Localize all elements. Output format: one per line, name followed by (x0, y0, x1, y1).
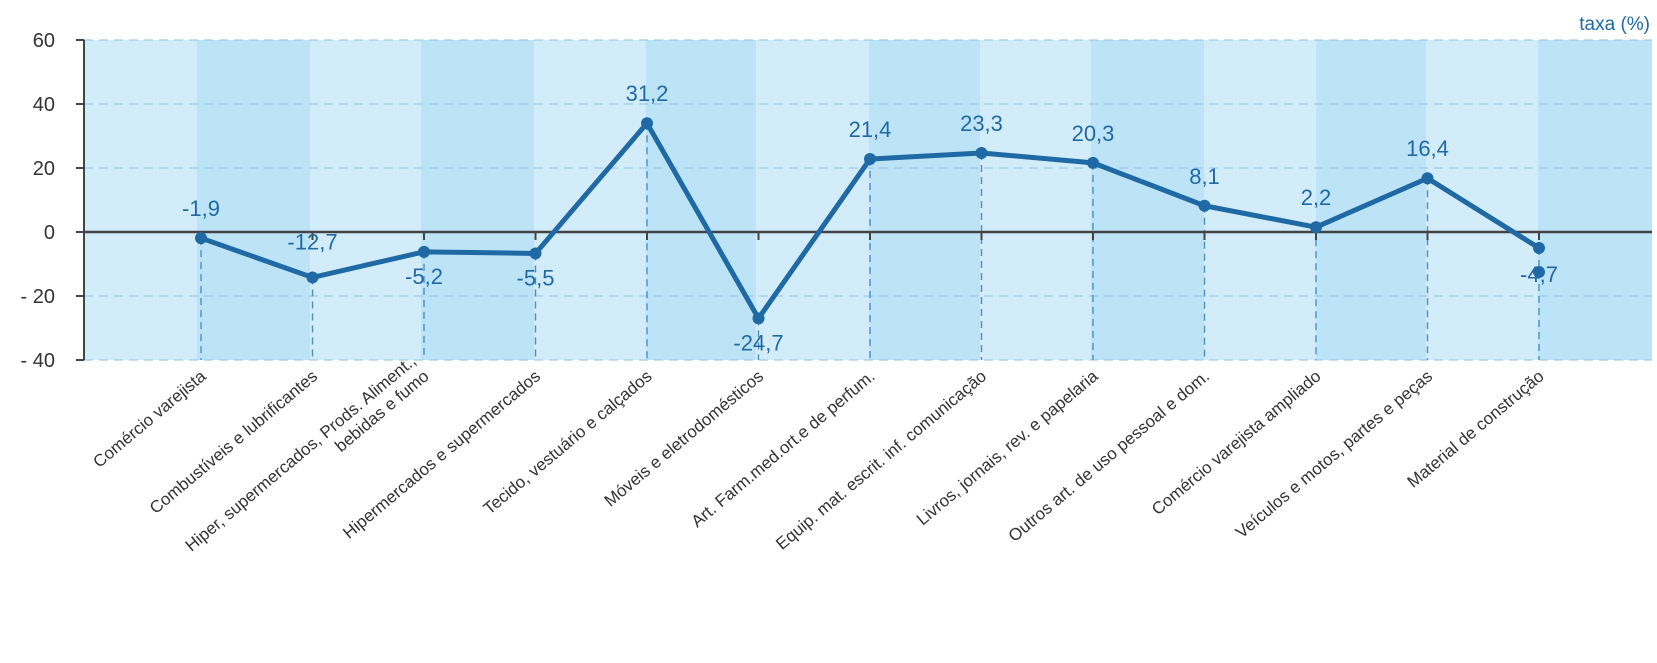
x-tick-label: Outros art. de uso pessoal e dom. (1005, 367, 1213, 546)
data-point (418, 245, 430, 258)
data-label: 16,4 (1406, 136, 1449, 161)
data-label: -12,7 (287, 229, 337, 254)
background-band (310, 40, 421, 360)
data-point (1533, 242, 1545, 254)
background-band (534, 40, 646, 360)
background-band (869, 40, 980, 360)
x-tick-label: Equip. mat. escrit. inf. comunicação (772, 367, 990, 554)
x-tick-label-line: Livros, jornais, rev. e papelaria (913, 366, 1102, 529)
data-label: -24,7 (733, 330, 783, 355)
data-label: -5,5 (517, 265, 555, 290)
data-label: -4,7 (1520, 262, 1558, 287)
data-point (1421, 172, 1434, 185)
data-label: 8,1 (1189, 164, 1220, 189)
background-band (756, 40, 869, 360)
y-tick-label: - 20 (21, 286, 55, 308)
y-tick-label: 20 (33, 158, 55, 180)
background-band (84, 40, 197, 360)
data-point (641, 117, 653, 130)
data-point (529, 247, 542, 260)
y-tick-label: 40 (33, 94, 55, 116)
data-point (195, 232, 207, 245)
background-band (646, 40, 756, 360)
x-tick-label-line: Veículos e motos, partes e peças (1232, 367, 1436, 543)
y-tick-label: 60 (33, 30, 55, 52)
data-label: -1,9 (182, 196, 220, 221)
background-band (421, 40, 534, 360)
gridlines (84, 39, 1652, 361)
background-band (1316, 40, 1426, 360)
x-tick-label-line: Outros art. de uso pessoal e dom. (1005, 367, 1213, 546)
y-tick-label: - 40 (21, 350, 55, 372)
axes (76, 39, 1652, 361)
data-label: 23,3 (960, 111, 1003, 136)
background-bands (84, 40, 1652, 360)
data-label: 31,2 (626, 81, 669, 106)
data-point (306, 271, 319, 284)
x-tick-label: Veículos e motos, partes e peças (1232, 367, 1436, 543)
y-axis-ticks: 60 40 20 0 - 20 - 40 (21, 30, 55, 372)
background-band (197, 40, 310, 360)
data-label: 21,4 (849, 117, 892, 142)
data-points (195, 117, 1545, 325)
x-tick-label: Art. Farm.med.ort.e de perfum. (688, 367, 879, 532)
data-labels: -1,9 -12,7 -5,2 -5,5 31,2 -24,7 21,4 23,3 20,3 8,… (182, 81, 1558, 355)
x-tick-label-line: Comércio varejista (90, 366, 210, 471)
background-band (1426, 40, 1538, 360)
data-label: 20,3 (1072, 121, 1115, 146)
background-band (1204, 40, 1316, 360)
data-point (864, 153, 876, 166)
x-tick-label: Comércio varejista (90, 366, 210, 471)
data-label: 2,2 (1301, 185, 1332, 210)
data-point (975, 146, 988, 159)
data-point (1310, 221, 1322, 234)
y-tick-label: 0 (44, 222, 55, 244)
data-point (1087, 156, 1099, 169)
background-band (980, 40, 1091, 360)
background-band (1538, 40, 1652, 360)
data-point (1533, 266, 1545, 278)
unit-label: taxa (%) (1579, 14, 1650, 35)
x-tick-label-line: Art. Farm.med.ort.e de perfum. (688, 367, 879, 532)
x-tick-label-line: Equip. mat. escrit. inf. comunicação (772, 367, 990, 554)
data-point (752, 312, 765, 325)
data-point (1198, 199, 1211, 212)
data-label: -5,2 (405, 264, 443, 289)
x-tick-label: Livros, jornais, rev. e papelaria (913, 366, 1102, 529)
